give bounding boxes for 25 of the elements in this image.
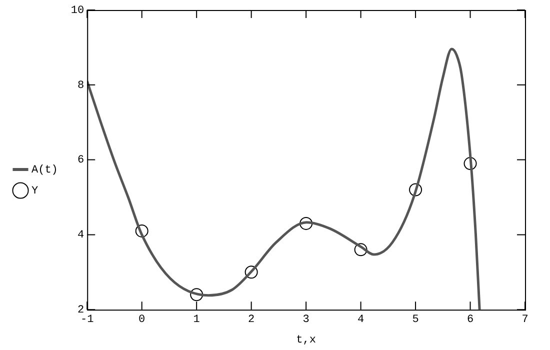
point (135, 224, 148, 238)
point (244, 266, 258, 279)
y-tick-label: 4 (77, 230, 84, 242)
y-tick-label: 2 (77, 304, 84, 317)
legend-label: A(t) (32, 164, 58, 176)
y-tick-label: 8 (77, 80, 84, 92)
x-tick-label: 5 (412, 314, 419, 326)
x-tick-label: 3 (302, 314, 310, 326)
x-tick-label: 6 (466, 314, 474, 326)
x-axis-title: t,x (296, 334, 316, 346)
point (409, 183, 422, 196)
y-tick-label: 6 (77, 154, 84, 167)
legend-label: Y (32, 185, 38, 198)
line-series (87, 48, 481, 310)
x-tick-label: 0 (138, 314, 146, 326)
y-tick-label: 10 (70, 4, 84, 17)
x-tick-label: 4 (357, 314, 364, 326)
point (190, 288, 204, 302)
x-tick-label: 1 (193, 314, 200, 326)
x-tick-label: 2 (248, 314, 255, 326)
point (464, 157, 477, 170)
x-tick-label: -1 (80, 314, 94, 326)
point (300, 216, 313, 230)
x-tick-label: 7 (522, 314, 528, 326)
point (354, 243, 368, 256)
